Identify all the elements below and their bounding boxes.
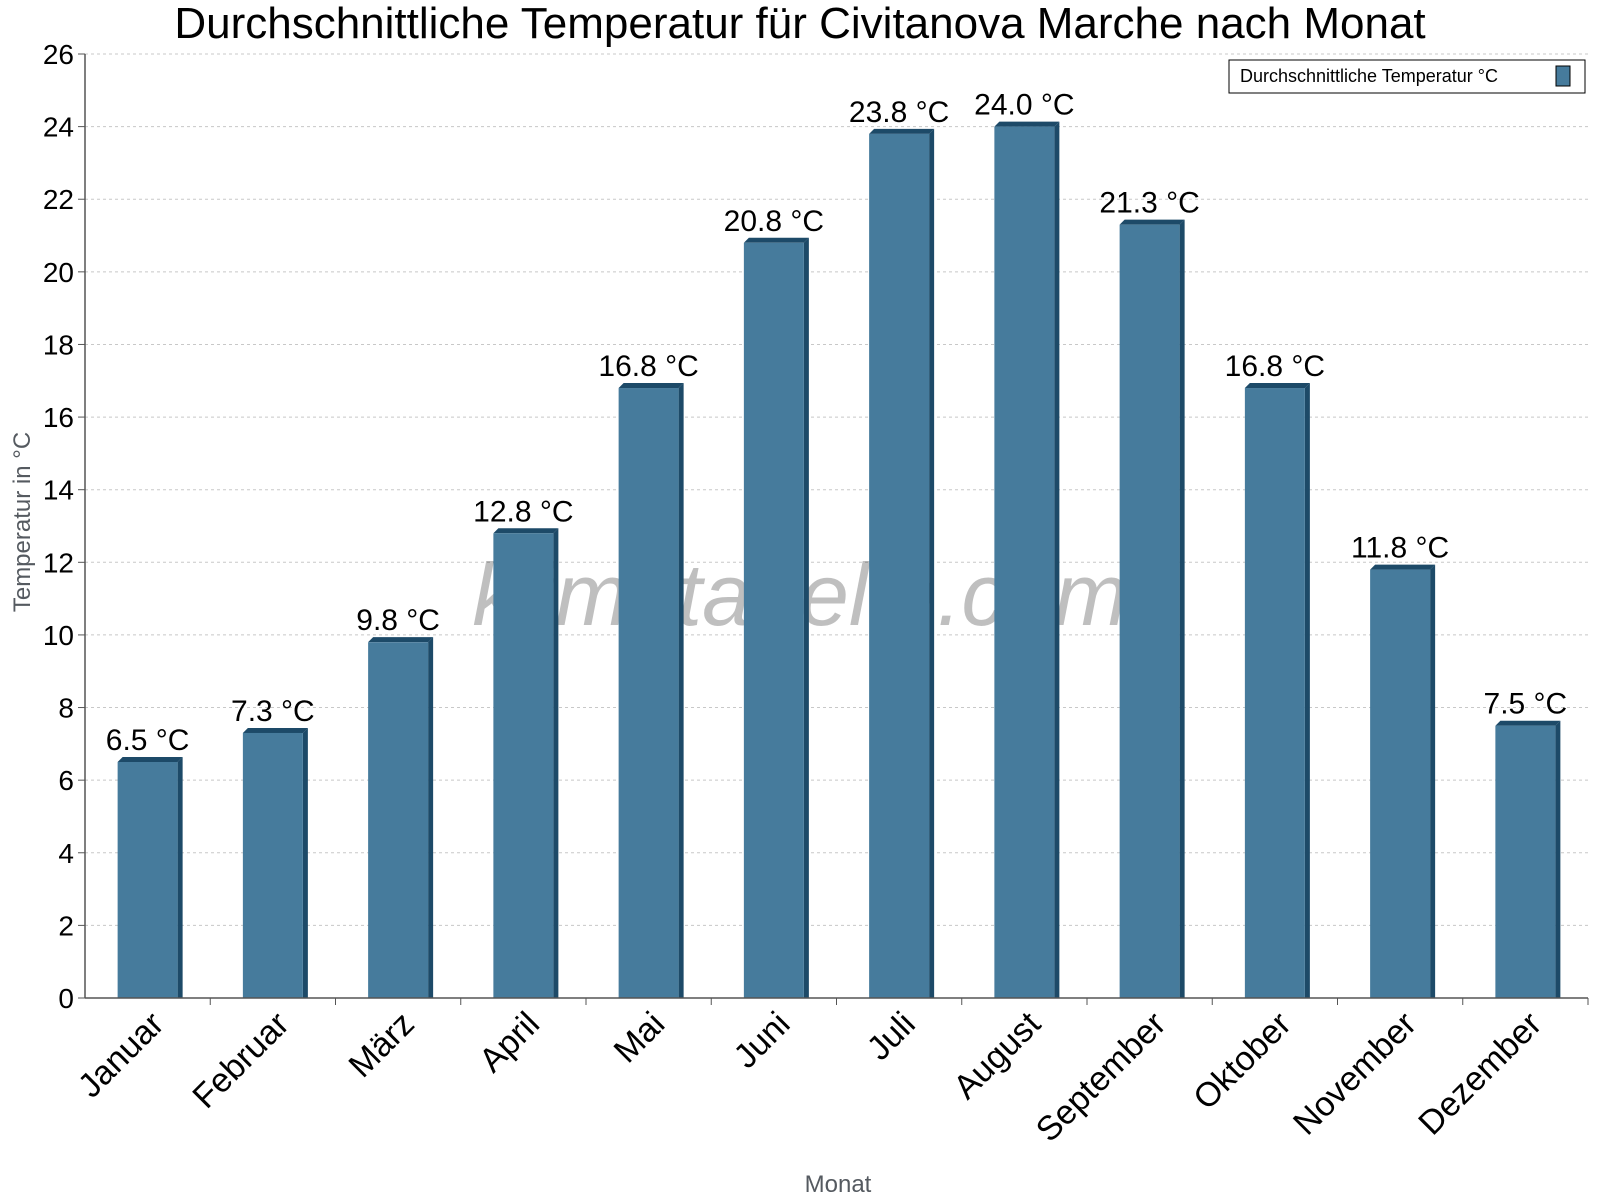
bar-front	[618, 388, 679, 998]
bar-side	[1054, 121, 1060, 999]
data-labels: 6.5 °C 7.3 °C 9.8 °C 12.8 °C 16.8 °C 20.8 °C 2…	[106, 89, 1567, 757]
bar-top	[493, 528, 559, 534]
data-label-August: 24.0 °C	[974, 89, 1074, 122]
x-tick-label-Dezember: Dezember	[1411, 1005, 1549, 1143]
data-label-November: 11.8 °C	[1351, 532, 1449, 565]
bar-top	[1244, 383, 1310, 389]
bar-top	[1370, 564, 1436, 570]
bar-November	[1370, 564, 1436, 998]
bar-front	[1495, 725, 1556, 998]
data-label-März: 9.8 °C	[356, 604, 440, 637]
bar-front	[1244, 388, 1305, 998]
bar-Februar	[242, 727, 308, 998]
bar-side	[302, 727, 308, 998]
y-tick-label-0: 0	[58, 983, 74, 1014]
y-tick-label-10: 10	[43, 620, 74, 651]
bar-side	[428, 637, 434, 998]
x-tick-label-Oktober: Oktober	[1186, 1005, 1298, 1117]
bars	[117, 121, 1561, 999]
bar-top	[743, 237, 809, 243]
bar-Juni	[743, 237, 809, 999]
x-tick-label-Juni: Juni	[727, 1005, 798, 1076]
y-tick-label-4: 4	[58, 838, 74, 869]
bar-side	[1304, 383, 1310, 998]
data-label-Februar: 7.3 °C	[231, 695, 315, 728]
bar-front	[994, 126, 1055, 999]
data-label-Januar: 6.5 °C	[106, 724, 190, 757]
bar-front	[493, 533, 554, 998]
data-label-Juli: 23.8 °C	[849, 96, 949, 129]
bar-front	[743, 242, 804, 999]
data-label-Oktober: 16.8 °C	[1225, 350, 1325, 383]
x-axis-title: Monat	[805, 1171, 872, 1198]
x-tick-label-September: September	[1029, 1005, 1173, 1149]
bar-März	[368, 637, 434, 998]
bar-Mai	[618, 383, 684, 998]
y-tick-label-8: 8	[58, 693, 74, 724]
bar-Januar	[117, 757, 183, 998]
x-tick-label-November: November	[1286, 1005, 1424, 1143]
x-tick-label-Mai: Mai	[607, 1005, 673, 1071]
bar-August	[994, 121, 1060, 999]
x-tick-label-August: August	[946, 1004, 1048, 1106]
data-label-Juni: 20.8 °C	[724, 205, 824, 238]
bar-front	[117, 762, 178, 998]
chart-title: Durchschnittliche Temperatur für Civitan…	[174, 0, 1425, 48]
bar-front	[1119, 224, 1180, 999]
bar-September	[1119, 219, 1185, 999]
y-tick-label-24: 24	[43, 112, 74, 143]
bar-side	[1555, 720, 1561, 998]
bar-top	[1119, 219, 1185, 225]
legend-box	[1228, 59, 1586, 94]
bar-Juli	[869, 128, 935, 998]
y-axis-title: Temperatur in °C	[9, 432, 36, 612]
y-tick-label-6: 6	[58, 765, 74, 796]
bar-April	[493, 528, 559, 998]
legend-swatch	[1555, 65, 1571, 87]
bar-side	[929, 128, 935, 998]
x-tick-label-März: März	[341, 1005, 421, 1085]
data-label-September: 21.3 °C	[1099, 187, 1199, 220]
bar-Dezember	[1495, 720, 1561, 998]
data-label-Mai: 16.8 °C	[598, 350, 698, 383]
x-tick-label-Januar: Januar	[71, 1005, 171, 1105]
x-tick-label-April: April	[472, 1005, 547, 1080]
bar-front	[368, 642, 429, 998]
x-tick-label-Februar: Februar	[185, 1005, 296, 1116]
y-tick-label-16: 16	[43, 402, 74, 433]
bar-top	[1495, 720, 1561, 726]
bar-top	[869, 128, 935, 134]
bar-side	[803, 237, 809, 999]
legend: Durchschnittliche Temperatur °C	[1228, 59, 1586, 94]
y-tick-label-26: 26	[43, 39, 74, 70]
bar-top	[618, 383, 684, 389]
x-tick-label-Juli: Juli	[860, 1005, 923, 1068]
y-tick-label-22: 22	[43, 184, 74, 215]
y-tick-label-18: 18	[43, 329, 74, 360]
bar-front	[1370, 569, 1431, 998]
bar-Oktober	[1244, 383, 1310, 998]
bar-front	[242, 732, 303, 998]
y-tick-label-12: 12	[43, 547, 74, 578]
legend-label: Durchschnittliche Temperatur °C	[1240, 66, 1498, 86]
bar-side	[1430, 564, 1436, 998]
bar-top	[994, 121, 1060, 127]
bar-side	[1179, 219, 1185, 999]
bar-side	[553, 528, 559, 998]
bar-side	[177, 757, 183, 998]
bar-side	[678, 383, 684, 998]
data-label-April: 12.8 °C	[473, 495, 573, 528]
y-tick-label-20: 20	[43, 257, 74, 288]
bar-front	[869, 133, 930, 998]
bar-top	[368, 637, 434, 643]
y-tick-label-2: 2	[58, 910, 74, 941]
bar-top	[242, 727, 308, 733]
data-label-Dezember: 7.5 °C	[1484, 688, 1568, 721]
bar-top	[117, 757, 183, 762]
grid-lines	[85, 53, 1588, 926]
y-tick-label-14: 14	[43, 475, 74, 506]
